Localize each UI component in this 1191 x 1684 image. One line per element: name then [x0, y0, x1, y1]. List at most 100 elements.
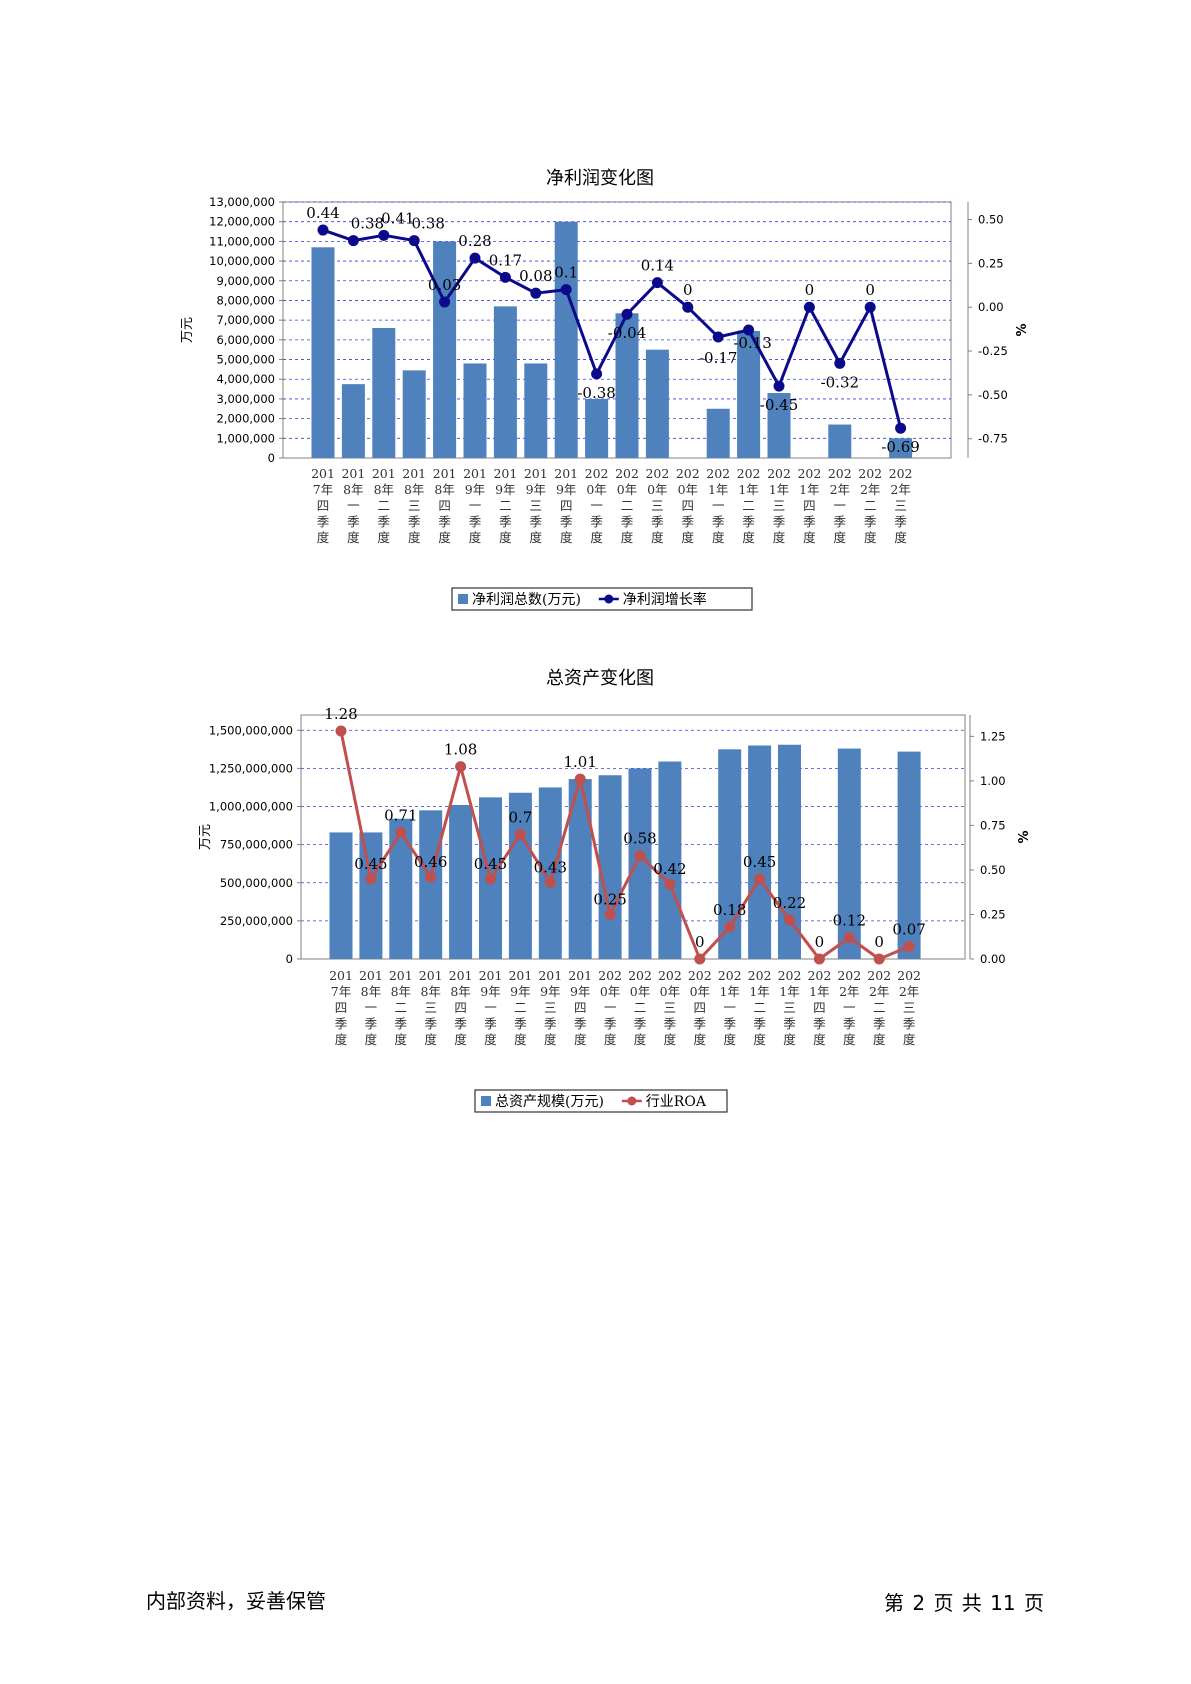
bar	[568, 779, 592, 959]
line-data-label: 0	[815, 933, 825, 951]
line-data-label: 0.17	[489, 251, 522, 269]
category-label: 202 1年四季度	[807, 968, 831, 1047]
bar	[889, 438, 913, 458]
line-data-label: 0.45	[354, 855, 387, 873]
left-tick-label: 1,500,000,000	[209, 723, 293, 737]
bar	[359, 832, 383, 959]
line-data-label: 0.28	[458, 232, 491, 250]
series-line	[322, 228, 903, 429]
line-data-label: 0	[695, 933, 705, 951]
left-tick-label: 11,000,000	[209, 234, 275, 248]
category-label: 202 0年三季度	[658, 968, 682, 1047]
line-data-label: -0.38	[577, 384, 615, 402]
category-label: 201 8年二季度	[389, 968, 413, 1047]
chart-svg: 净利润变化图 0 1,000,000 2,000,000 3,000,000 4,000,…	[180, 168, 1030, 611]
line-data-label: 0	[865, 281, 875, 299]
line-data-label: 0.71	[384, 807, 417, 825]
right-tick-label: 0.25	[978, 256, 1004, 270]
bar	[658, 761, 682, 959]
category-label: 202 0年二季度	[628, 968, 652, 1047]
chart-title: 总资产变化图	[546, 668, 654, 689]
line-data-label: 0	[683, 281, 693, 299]
category-label: 202 1年二季度	[737, 466, 761, 545]
line-point	[530, 287, 542, 299]
left-tick-label: 1,250,000,000	[209, 761, 293, 775]
bar	[372, 328, 396, 458]
category-label: 201 9年一季度	[463, 466, 487, 545]
right-tick-label: -0.75	[978, 432, 1008, 446]
line-data-label: 0.7	[508, 808, 532, 826]
line-point	[682, 301, 694, 313]
line-point	[621, 308, 633, 320]
left-axis-label: 万元	[198, 824, 213, 850]
category-label: 201 7年四季度	[311, 466, 335, 545]
bar	[433, 241, 457, 458]
category-label: 201 8年三季度	[402, 466, 426, 545]
line-data-label: 0	[874, 933, 884, 951]
line-data-label: 0.38	[411, 215, 444, 233]
line-point	[378, 229, 390, 241]
line-data-label: -0.04	[608, 324, 646, 342]
category-label: 202 0年四季度	[676, 466, 700, 545]
line-data-label: 0.45	[743, 853, 776, 871]
left-tick-label: 12,000,000	[209, 215, 275, 229]
category-label: 202 0年一季度	[585, 466, 609, 545]
line-point	[455, 761, 467, 773]
bar	[897, 751, 921, 959]
line-point	[485, 873, 496, 885]
category-label: 202 2年三季度	[897, 968, 921, 1047]
line-point	[873, 953, 885, 965]
line-data-label: 0.25	[593, 890, 626, 908]
left-tick-label: 0	[286, 952, 293, 966]
line-point	[651, 277, 663, 289]
right-tick-label: 0.00	[978, 300, 1004, 314]
line-point	[425, 871, 437, 883]
category-label: 202 1年四季度	[797, 466, 821, 545]
line-point	[574, 773, 586, 785]
bar	[706, 408, 730, 458]
right-axis-label: %	[1015, 323, 1030, 336]
line-data-label: -0.69	[881, 438, 919, 456]
category-label: 202 2年一季度	[837, 968, 861, 1047]
line-data-label: 0.1	[554, 264, 578, 282]
left-tick-label: 8,000,000	[216, 293, 275, 307]
line-point	[743, 324, 755, 336]
line-point	[395, 827, 407, 839]
bar	[628, 768, 652, 959]
left-tick-label: 1,000,000	[216, 431, 275, 445]
left-tick-label: 3,000,000	[216, 392, 275, 406]
category-label: 201 8年四季度	[449, 968, 473, 1047]
bar	[828, 424, 852, 458]
net-profit-chart: 净利润变化图 0 1,000,000 2,000,000 3,000,000 4,000,…	[0, 160, 1191, 630]
bar	[402, 370, 426, 458]
right-tick-label: 0.75	[980, 818, 1006, 832]
line-data-label: 0.45	[474, 855, 507, 873]
category-label: 201 9年三季度	[524, 466, 548, 545]
legend-line-label: 净利润增长率	[623, 591, 707, 608]
legend-line-marker	[604, 594, 614, 604]
legend-bar-label: 总资产规模(万元)	[495, 1094, 604, 1110]
left-tick-label: 6,000,000	[216, 333, 275, 347]
line-data-label: 1.28	[324, 705, 357, 723]
category-label: 201 9年一季度	[479, 968, 503, 1047]
category-label: 202 1年三季度	[767, 466, 791, 545]
bar	[508, 792, 532, 959]
category-label: 202 2年二季度	[867, 968, 891, 1047]
category-label: 202 1年三季度	[778, 968, 802, 1047]
bar	[329, 832, 353, 959]
category-label: 201 8年四季度	[433, 466, 457, 545]
line-point	[724, 921, 736, 933]
bar	[778, 744, 801, 959]
footer-confidential-note: 内部资料，妥善保管	[146, 1589, 326, 1613]
bar	[585, 398, 609, 458]
line-data-label: 0.46	[414, 853, 447, 871]
line-point	[903, 941, 915, 953]
category-label: 201 9年四季度	[568, 968, 592, 1047]
line-point	[634, 850, 646, 862]
line-point	[803, 301, 815, 313]
total-assets-chart: 总资产变化图 0 250,000,000 500,000,000 750,000,000…	[0, 660, 1191, 1130]
category-label: 202 2年一季度	[828, 466, 852, 545]
line-data-label: 0.14	[641, 257, 674, 275]
bar	[645, 349, 669, 458]
legend-line-marker	[627, 1096, 637, 1106]
